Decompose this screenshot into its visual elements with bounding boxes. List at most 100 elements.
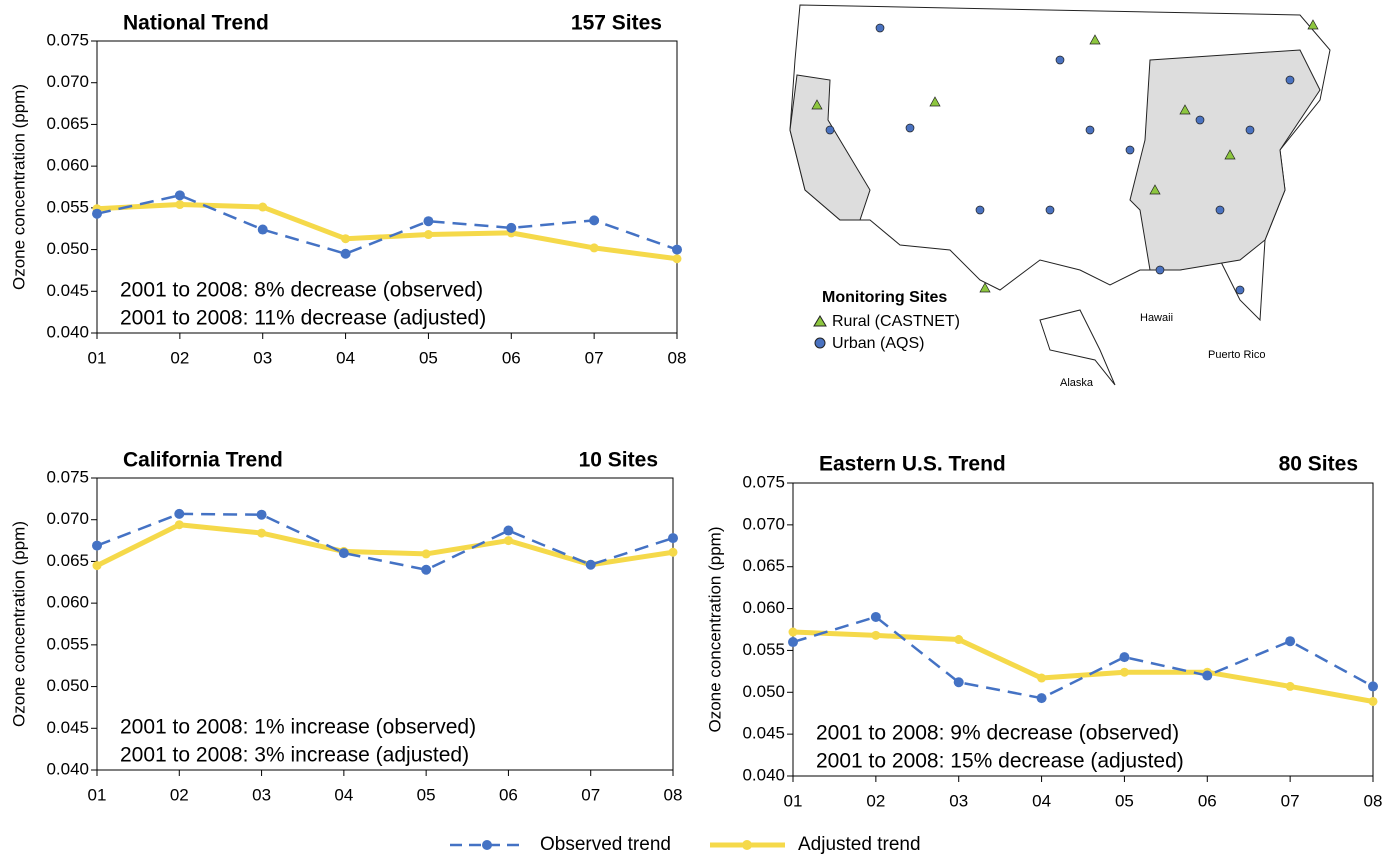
y-tick-label: 0.060 [742, 598, 785, 617]
site [1089, 34, 1101, 45]
chart: California Trend 10 Sites Ozone concentrat… [9, 449, 682, 805]
site [1195, 115, 1205, 125]
y-tick-label: 0.050 [46, 676, 89, 695]
series-marker [423, 230, 433, 240]
y-tick-label: 0.060 [46, 593, 89, 612]
site [1224, 149, 1236, 160]
x-tick-label: 05 [1115, 791, 1134, 810]
site [975, 205, 985, 215]
series-marker [503, 536, 513, 546]
series-line [96, 202, 678, 262]
series-marker [92, 208, 102, 219]
map: Monitoring Sites Rural (CASTNET) Urban (… [789, 4, 1331, 389]
y-tick-label: 0.055 [46, 634, 89, 653]
site [1045, 205, 1055, 215]
series-marker [506, 222, 517, 233]
series-marker [92, 561, 102, 571]
series-marker [421, 549, 431, 559]
y-tick-label: 0.075 [46, 30, 89, 49]
y-tick-label: 0.065 [46, 551, 89, 570]
x-tick-label: 04 [1032, 791, 1051, 810]
series-marker [1202, 670, 1213, 681]
x-tick-label: 01 [88, 348, 107, 367]
series-marker [341, 234, 351, 244]
series-marker [1119, 667, 1129, 677]
site [811, 99, 823, 110]
y-tick-label: 0.055 [46, 197, 89, 216]
x-tick-label: 03 [253, 348, 272, 367]
x-tick-label: 08 [668, 348, 687, 367]
chart-subtitle: 10 Sites [579, 449, 658, 472]
site [1285, 75, 1295, 85]
y-tick-label: 0.045 [46, 718, 89, 737]
series-line [95, 522, 674, 568]
sites [825, 23, 1295, 295]
series-line [96, 194, 678, 255]
y-tick-label: 0.040 [46, 322, 89, 341]
annotation: 2001 to 2008: 9% decrease (observed) [816, 722, 1179, 745]
y-axis-label: Ozone concentration (ppm) [705, 527, 724, 733]
x-tick-label: 02 [170, 785, 189, 804]
series-marker [1285, 681, 1295, 691]
y-tick-label: 0.070 [742, 514, 785, 533]
map-label: Puerto Rico [1208, 349, 1265, 361]
annotation: 2001 to 2008: 3% increase (adjusted) [120, 744, 469, 767]
legend-label: Observed trend [540, 834, 671, 855]
x-tick-label: 07 [585, 348, 604, 367]
series-marker [174, 520, 184, 530]
series-marker [672, 254, 682, 264]
x-tick-label: 04 [336, 348, 355, 367]
y-tick-label: 0.040 [742, 765, 785, 784]
chart-subtitle: 157 Sites [571, 12, 662, 35]
x-tick-label: 03 [252, 785, 271, 804]
y-tick-label: 0.045 [742, 724, 785, 743]
series-marker [668, 547, 678, 557]
series-line [792, 615, 1374, 700]
series-marker [1285, 636, 1296, 647]
y-axis-label: Ozone concentration (ppm) [9, 521, 28, 727]
annotation: 2001 to 2008: 8% decrease (observed) [120, 279, 483, 302]
y-tick-label: 0.075 [46, 467, 89, 486]
legend-marker [813, 315, 827, 327]
series-marker [503, 525, 514, 536]
x-tick-label: 02 [170, 348, 189, 367]
chart-title: National Trend [123, 12, 269, 35]
map-label: Hawaii [1140, 312, 1173, 324]
x-tick-label: 07 [581, 785, 600, 804]
chart: Eastern U.S. Trend 80 Sites Ozone concentr… [705, 453, 1382, 811]
series-marker [668, 533, 678, 544]
site [1307, 19, 1319, 30]
site [1235, 285, 1245, 295]
series-marker [870, 611, 881, 622]
series-marker [788, 627, 798, 637]
series-marker [340, 248, 351, 259]
series-line [792, 629, 1374, 704]
map-legend-title: Monitoring Sites [822, 289, 947, 306]
site [1155, 265, 1165, 275]
series-marker [672, 244, 682, 255]
annotation: 2001 to 2008: 11% decrease (adjusted) [120, 307, 486, 330]
x-tick-label: 06 [502, 348, 521, 367]
legend-swatch [742, 840, 752, 850]
series-marker [256, 509, 267, 520]
annotation: 2001 to 2008: 1% increase (observed) [120, 716, 476, 739]
site [905, 123, 915, 133]
site [1125, 145, 1135, 155]
site [825, 125, 835, 135]
y-tick-label: 0.070 [46, 72, 89, 91]
series-marker [589, 243, 599, 253]
x-tick-label: 01 [88, 785, 107, 804]
series-marker [589, 215, 600, 226]
series-marker [953, 677, 964, 688]
chart-title: Eastern U.S. Trend [819, 453, 1006, 476]
x-tick-label: 05 [417, 785, 436, 804]
x-tick-label: 03 [949, 791, 968, 810]
annotation: 2001 to 2008: 15% decrease (adjusted) [816, 750, 1184, 773]
series-marker [258, 202, 268, 212]
x-tick-label: 04 [334, 785, 353, 804]
x-tick-label: 06 [1198, 791, 1217, 810]
series-marker [92, 540, 102, 551]
y-tick-label: 0.040 [46, 759, 89, 778]
map-label: Alaska [1060, 377, 1094, 389]
